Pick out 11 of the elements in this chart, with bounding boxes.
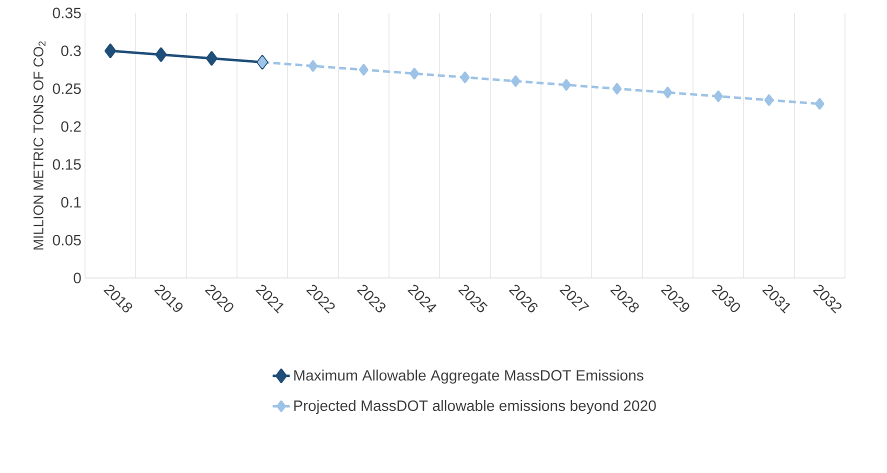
y-tick-label: 0 xyxy=(74,272,81,284)
y-tick-label: 0.2 xyxy=(61,121,81,132)
y-tick-label: 0.1 xyxy=(61,196,81,208)
y-tick-label: 0.35 xyxy=(52,8,81,18)
y-tick-label: 0.25 xyxy=(52,83,81,94)
y-tick-label: 0.05 xyxy=(52,234,81,246)
y-axis-title: MILLION METRIC TONS OF CO$_{2}$ xyxy=(33,41,46,250)
legend-label: Projected MassDOT allowable emissions beyond 2020 xyxy=(294,400,656,414)
y-tick-label: 0.3 xyxy=(61,46,81,56)
legend-label: Maximum Allowable Aggregate MassDOT Emissions xyxy=(294,370,644,384)
y-tick-label: 0.15 xyxy=(52,159,81,170)
